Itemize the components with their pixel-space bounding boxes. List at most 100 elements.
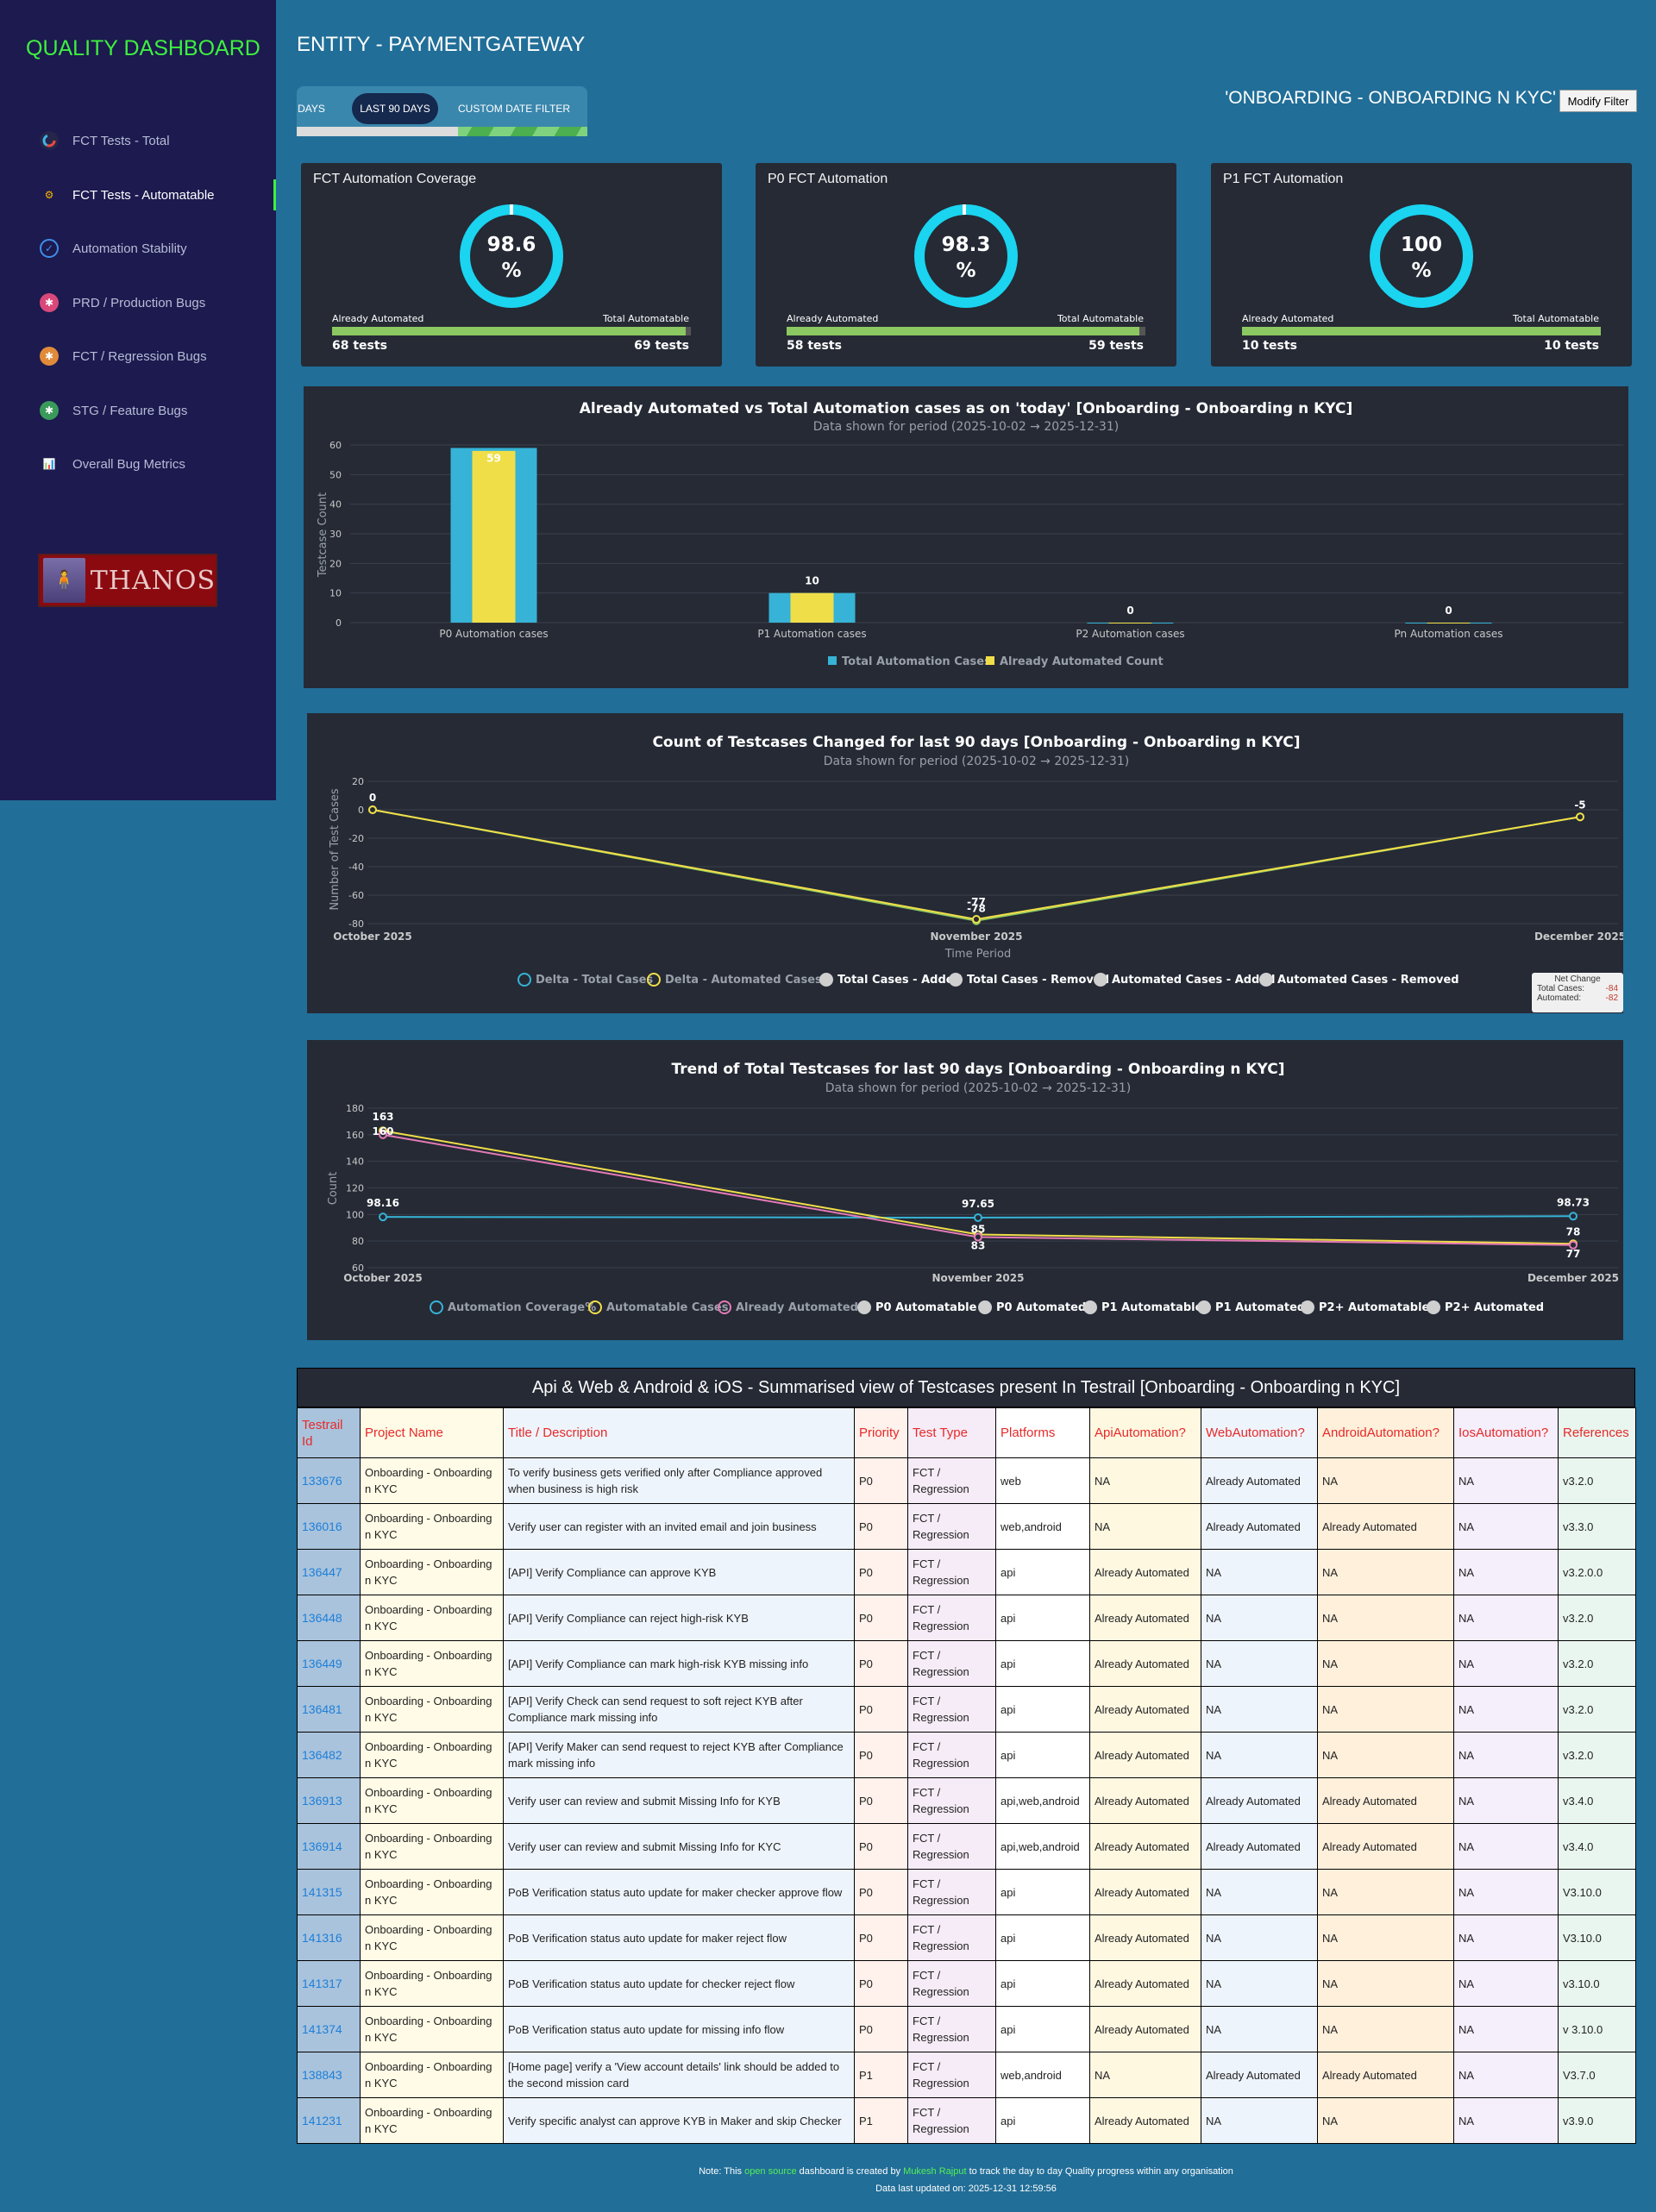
testrail-id-link[interactable]: 136914 xyxy=(297,1823,361,1870)
table-cell: NA xyxy=(1317,1732,1454,1778)
table-cell: NA xyxy=(1201,2006,1318,2052)
table-row: 141316 Onboarding - Onboarding n KYC PoB V… xyxy=(297,1914,1636,1961)
data-label: 59 xyxy=(486,452,501,464)
sidebar-item-automation-stability[interactable]: ✓ Automation Stability xyxy=(0,229,276,267)
coverage-percent: 98.3% xyxy=(941,234,991,282)
sidebar-item-label: Overall Bug Metrics xyxy=(72,456,185,472)
table-cell: PoB Verification status auto update for … xyxy=(503,2006,855,2052)
data-label: -77 xyxy=(967,896,986,908)
table-cell: PoB Verification status auto update for … xyxy=(503,1869,855,1915)
testrail-id-link[interactable]: 133676 xyxy=(297,1457,361,1504)
net-total-label: Total Cases: xyxy=(1537,984,1585,993)
testrail-id-link[interactable]: 141315 xyxy=(297,1869,361,1915)
total-automatable-count: 69 tests xyxy=(634,339,689,353)
table-cell: Already Automated xyxy=(1089,1686,1201,1733)
brand-title[interactable]: QUALITY DASHBOARD xyxy=(26,36,260,60)
table-row: 136447 Onboarding - Onboarding n KYC [API]… xyxy=(297,1549,1636,1595)
sidebar-item-overall-bug-metrics[interactable]: 📊 Overall Bug Metrics xyxy=(0,445,276,483)
table-cell: v3.2.0 xyxy=(1558,1640,1636,1687)
testrail-id-link[interactable]: 136482 xyxy=(297,1732,361,1778)
table-cell: NA xyxy=(1201,1960,1318,2007)
table-cell: P0 xyxy=(854,1732,908,1778)
table-cell: NA xyxy=(1317,1549,1454,1595)
sidebar-item-prd-bugs[interactable]: ✱ PRD / Production Bugs xyxy=(0,284,276,322)
table-cell: Onboarding - Onboarding n KYC xyxy=(360,1823,504,1870)
sidebar-item-label: STG / Feature Bugs xyxy=(72,403,188,418)
testrail-id-link[interactable]: 141317 xyxy=(297,1960,361,2007)
legend-item: Total Cases - Added xyxy=(837,974,962,987)
table-row: 136481 Onboarding - Onboarding n KYC [API]… xyxy=(297,1686,1636,1733)
delta-line-chart: Count of Testcases Changed for last 90 d… xyxy=(329,734,1626,987)
chart-title: Count of Testcases Changed for last 90 d… xyxy=(652,734,1300,751)
delta-line-chart-panel: Count of Testcases Changed for last 90 d… xyxy=(307,713,1626,1013)
data-label: 160 xyxy=(372,1125,393,1137)
testrail-id-link[interactable]: 136447 xyxy=(297,1549,361,1595)
column-header: Priority xyxy=(854,1407,908,1458)
data-point xyxy=(974,1213,982,1222)
testcase-table: Testrail Id Project Name Title / Descripti… xyxy=(297,1407,1636,2144)
column-header: Project Name xyxy=(360,1407,504,1458)
table-cell: NA xyxy=(1201,1869,1318,1915)
data-label: 97.65 xyxy=(962,1198,994,1210)
testrail-id-link[interactable]: 141374 xyxy=(297,2006,361,2052)
modify-filter-button[interactable]: Modify Filter xyxy=(1559,90,1637,112)
testrail-id-link[interactable]: 138843 xyxy=(297,2052,361,2098)
table-cell: Verify specific analyst can approve KYB … xyxy=(503,2097,855,2144)
sidebar-item-fct-automatable[interactable]: ⚙ FCT Tests - Automatable xyxy=(0,176,276,214)
legend-automated: Already Automated Count xyxy=(1000,655,1164,668)
y-axis-label: Count xyxy=(327,1172,340,1206)
testrail-id-link[interactable]: 136449 xyxy=(297,1640,361,1687)
legend-marker xyxy=(518,973,531,987)
table-cell: Already Automated xyxy=(1201,1777,1318,1824)
chart-title: Already Automated vs Total Automation ca… xyxy=(580,400,1352,417)
card-fct-automation-coverage: FCT Automation Coverage 98.6% Already Au… xyxy=(301,163,722,367)
table-cell: Already Automated xyxy=(1089,1869,1201,1915)
already-automated-count: 10 tests xyxy=(1242,339,1297,353)
legend-marker xyxy=(718,1300,731,1314)
table-cell: P0 xyxy=(854,1686,908,1733)
y-tick-label: 40 xyxy=(329,499,342,511)
table-cell: P0 xyxy=(854,1960,908,2007)
legend-marker xyxy=(1094,973,1107,987)
table-cell: NA xyxy=(1089,1503,1201,1550)
table-cell: api xyxy=(995,1960,1090,2007)
table-cell: api,web,android xyxy=(995,1823,1090,1870)
table-cell: Verify user can register with an invited… xyxy=(503,1503,855,1550)
last-updated: Data last updated on: 2025-12-31 12:59:5… xyxy=(875,2184,1057,2194)
legend-item: Delta - Total Cases xyxy=(536,974,653,987)
author-link[interactable]: Mukesh Rajput xyxy=(903,2166,967,2177)
table-cell: v3.2.0.0 xyxy=(1558,1549,1636,1595)
table-cell: [API] Verify Compliance can reject high-… xyxy=(503,1595,855,1641)
testrail-id-link[interactable]: 141316 xyxy=(297,1914,361,1961)
table-cell: NA xyxy=(1453,1457,1559,1504)
sidebar-item-stg-bugs[interactable]: ✱ STG / Feature Bugs xyxy=(0,392,276,429)
testrail-id-link[interactable]: 136481 xyxy=(297,1686,361,1733)
sidebar-item-label: PRD / Production Bugs xyxy=(72,295,206,310)
column-header: WebAutomation? xyxy=(1201,1407,1318,1458)
testrail-id-link[interactable]: 136448 xyxy=(297,1595,361,1641)
footer-text: dashboard is created by xyxy=(796,2166,904,2177)
table-row: 141231 Onboarding - Onboarding n KYC Verif… xyxy=(297,2097,1636,2144)
testrail-id-link[interactable]: 141231 xyxy=(297,2097,361,2144)
y-tick-label: 100 xyxy=(346,1209,364,1220)
table-cell: NA xyxy=(1089,1457,1201,1504)
table-cell: Already Automated xyxy=(1201,1457,1318,1504)
table-cell: Onboarding - Onboarding n KYC xyxy=(360,1640,504,1687)
sidebar-item-fct-bugs[interactable]: ✱ FCT / Regression Bugs xyxy=(0,337,276,375)
data-point xyxy=(972,915,981,924)
tab-custom-date-filter[interactable]: CUSTOM DATE FILTER xyxy=(457,103,570,115)
sidebar-item-label: Automation Stability xyxy=(72,241,187,256)
legend-marker xyxy=(1259,973,1273,987)
testrail-id-link[interactable]: 136913 xyxy=(297,1777,361,1824)
sidebar-item-fct-total[interactable]: FCT Tests - Total xyxy=(0,122,276,160)
open-source-link[interactable]: open source xyxy=(744,2166,797,2177)
tab-last-90-days[interactable]: LAST 90 DAYS xyxy=(352,93,438,124)
table-cell: NA xyxy=(1453,1914,1559,1961)
net-change-title: Net Change xyxy=(1554,974,1601,984)
testrail-id-link[interactable]: 136016 xyxy=(297,1503,361,1550)
data-label: 0 xyxy=(1445,605,1452,617)
table-cell: P0 xyxy=(854,1914,908,1961)
y-tick-label: 60 xyxy=(329,440,342,451)
table-cell: [API] Verify Maker can send request to r… xyxy=(503,1732,855,1778)
tab-days[interactable]: DAYS xyxy=(298,103,325,115)
